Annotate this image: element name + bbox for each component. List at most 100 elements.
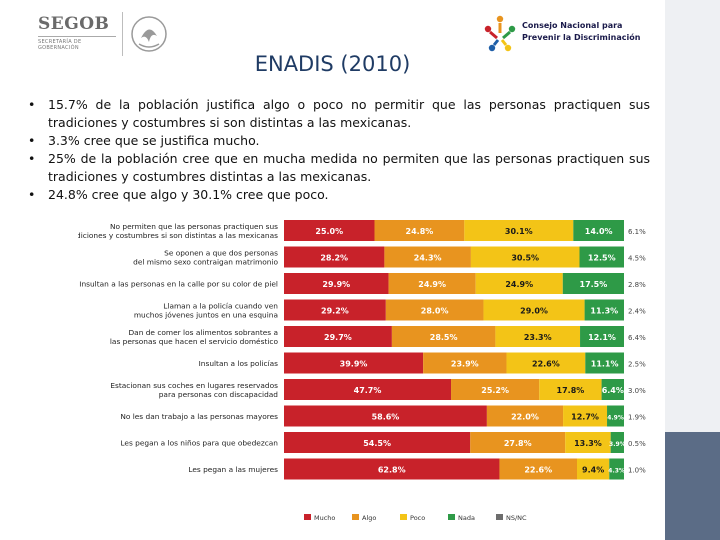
legend-label-mucho: Mucho bbox=[314, 514, 335, 522]
data-label-row-10-nada: 4.3% bbox=[608, 468, 625, 475]
data-label-row-8-algo: 22.0% bbox=[511, 413, 539, 422]
category-label-7-line-2: para personas con discapacidad bbox=[159, 390, 279, 399]
bar-row-6-nada bbox=[585, 352, 624, 374]
category-label-8: No les dan trabajo a las personas mayore… bbox=[120, 412, 278, 421]
data-label-row-5-algo: 28.5% bbox=[430, 333, 458, 342]
data-label-row-3-poco: 24.9% bbox=[505, 280, 533, 289]
category-label-2-line-2: del mismo sexo contraigan matrimonio bbox=[133, 258, 278, 267]
bar-row-5-nada bbox=[580, 326, 624, 347]
data-label-row-1-nsnc: 6.1% bbox=[628, 228, 646, 236]
data-label-row-2-poco: 30.5% bbox=[511, 254, 539, 263]
category-label-1-line-2: tradiciones y costumbres si son distinta… bbox=[78, 231, 278, 240]
slide-header: SEGOB SECRETARÍA DE GOBERNACIÓN Consejo … bbox=[0, 0, 665, 70]
stacked-bar-chart: No permiten que las personas practiquen … bbox=[66, 212, 656, 532]
bar-row-2-mucho bbox=[284, 246, 385, 268]
data-label-row-7-algo: 25.2% bbox=[481, 386, 509, 395]
bar-row-9-nada bbox=[610, 432, 624, 453]
legend-swatch-mucho bbox=[304, 514, 311, 520]
data-label-row-7-mucho: 47.7% bbox=[354, 386, 382, 395]
bar-row-6-mucho bbox=[284, 352, 424, 374]
data-label-row-8-nada: 4.9% bbox=[607, 415, 624, 422]
bullet-item-1: 15.7% de la población justifica algo o p… bbox=[28, 96, 650, 132]
bullet-item-3: 25% de la población cree que en mucha me… bbox=[28, 150, 650, 186]
data-label-row-10-poco: 9.4% bbox=[582, 466, 604, 475]
bar-row-4-mucho bbox=[284, 299, 386, 321]
data-label-row-4-poco: 29.0% bbox=[520, 307, 548, 316]
bar-row-9-poco bbox=[565, 432, 611, 453]
bar-row-5-algo bbox=[391, 326, 496, 347]
conapred-text: Consejo Nacional para Prevenir la Discri… bbox=[522, 20, 640, 44]
bullet-item-4: 24.8% cree que algo y 30.1% cree que poc… bbox=[28, 186, 650, 204]
bar-row-9-mucho bbox=[284, 432, 471, 453]
bar-row-10-algo bbox=[499, 458, 577, 480]
bar-row-2-nada bbox=[579, 246, 624, 268]
data-label-row-6-mucho: 39.9% bbox=[340, 360, 368, 369]
data-label-row-5-mucho: 29.7% bbox=[324, 333, 352, 342]
data-label-row-1-mucho: 25.0% bbox=[315, 227, 343, 236]
bar-row-3-mucho bbox=[284, 273, 389, 294]
bullet-list: 15.7% de la población justifica algo o p… bbox=[28, 96, 650, 204]
data-label-row-3-mucho: 29.9% bbox=[322, 280, 350, 289]
data-label-row-8-nsnc: 1.9% bbox=[628, 414, 646, 422]
conapred-people-icon bbox=[484, 15, 516, 52]
data-label-row-2-algo: 24.3% bbox=[414, 254, 442, 263]
bar-row-2-poco bbox=[470, 246, 580, 268]
data-label-row-3-nada: 17.5% bbox=[580, 280, 608, 289]
bar-row-8-nada bbox=[607, 405, 624, 427]
bar-row-6-algo bbox=[423, 352, 507, 374]
data-label-row-10-mucho: 62.8% bbox=[378, 466, 406, 475]
bar-row-10-mucho bbox=[284, 458, 500, 480]
bar-row-8-algo bbox=[486, 405, 564, 427]
data-label-row-9-nsnc: 0.5% bbox=[628, 440, 646, 448]
legend-swatch-poco bbox=[400, 514, 407, 520]
category-label-5-line-1: Dan de comer los alimentos sobrantes a bbox=[128, 328, 278, 337]
bar-row-4-algo bbox=[385, 299, 484, 321]
bar-row-8-poco bbox=[563, 405, 608, 427]
category-label-5-line-2: las personas que hacen el servicio domés… bbox=[110, 337, 279, 346]
bar-row-3-nada bbox=[562, 273, 624, 294]
data-label-row-10-nsnc: 1.0% bbox=[628, 467, 646, 475]
bar-row-7-algo bbox=[451, 379, 540, 400]
bullet-item-2: 3.3% cree que se justifica mucho. bbox=[28, 132, 650, 150]
conapred-logo: Consejo Nacional para Prevenir la Discri… bbox=[482, 14, 642, 56]
category-label-7-line-1: Estacionan sus coches en lugares reserva… bbox=[110, 381, 278, 390]
category-label-4-line-2: muchos jóvenes juntos en una esquina bbox=[134, 311, 278, 320]
conapred-line-1: Consejo Nacional para bbox=[522, 21, 623, 30]
data-label-row-2-nsnc: 4.5% bbox=[628, 255, 646, 263]
legend-label-nsnc: NS/NC bbox=[506, 514, 527, 522]
data-label-row-9-algo: 27.8% bbox=[504, 439, 532, 448]
data-label-row-3-algo: 24.9% bbox=[418, 280, 446, 289]
bar-row-5-poco bbox=[495, 326, 581, 347]
category-label-10: Les pegan a las mujeres bbox=[188, 465, 278, 474]
data-label-row-4-nada: 11.3% bbox=[590, 307, 618, 316]
category-label-4-line-1: Llaman a la policía cuando ven bbox=[163, 302, 278, 311]
bar-row-4-poco bbox=[483, 299, 585, 321]
bar-row-10-poco bbox=[576, 458, 610, 480]
bar-row-1-nada bbox=[573, 220, 624, 241]
data-label-row-3-nsnc: 2.8% bbox=[628, 281, 646, 289]
data-label-row-8-poco: 12.7% bbox=[571, 413, 599, 422]
legend-swatch-nada bbox=[448, 514, 455, 520]
data-label-row-7-poco: 17.8% bbox=[557, 386, 585, 395]
bar-row-10-nada bbox=[609, 458, 624, 480]
chart-svg: No permiten que las personas practiquen … bbox=[66, 220, 646, 522]
bar-row-2-algo bbox=[384, 246, 471, 268]
legend-swatch-algo bbox=[352, 514, 359, 520]
bar-row-8-mucho bbox=[284, 405, 487, 427]
data-label-row-6-nada: 11.1% bbox=[591, 360, 619, 369]
data-label-row-4-mucho: 29.2% bbox=[321, 307, 349, 316]
segob-logo: SEGOB SECRETARÍA DE GOBERNACIÓN bbox=[38, 12, 173, 58]
data-label-row-4-algo: 28.0% bbox=[421, 307, 449, 316]
bar-row-5-mucho bbox=[284, 326, 392, 347]
data-label-row-6-algo: 23.9% bbox=[451, 360, 479, 369]
bar-row-7-mucho bbox=[284, 379, 452, 400]
bar-row-4-nada bbox=[584, 299, 624, 321]
bar-row-7-nada bbox=[601, 379, 624, 400]
bar-row-7-poco bbox=[539, 379, 602, 400]
data-label-row-4-nsnc: 2.4% bbox=[628, 308, 646, 316]
data-label-row-1-nada: 14.0% bbox=[585, 227, 613, 236]
category-label-6: Insultan a los policías bbox=[199, 359, 279, 368]
legend-label-poco: Poco bbox=[410, 514, 425, 522]
data-label-row-7-nsnc: 3.0% bbox=[628, 387, 646, 395]
segob-subtitle: SECRETARÍA DE GOBERNACIÓN bbox=[38, 36, 116, 51]
